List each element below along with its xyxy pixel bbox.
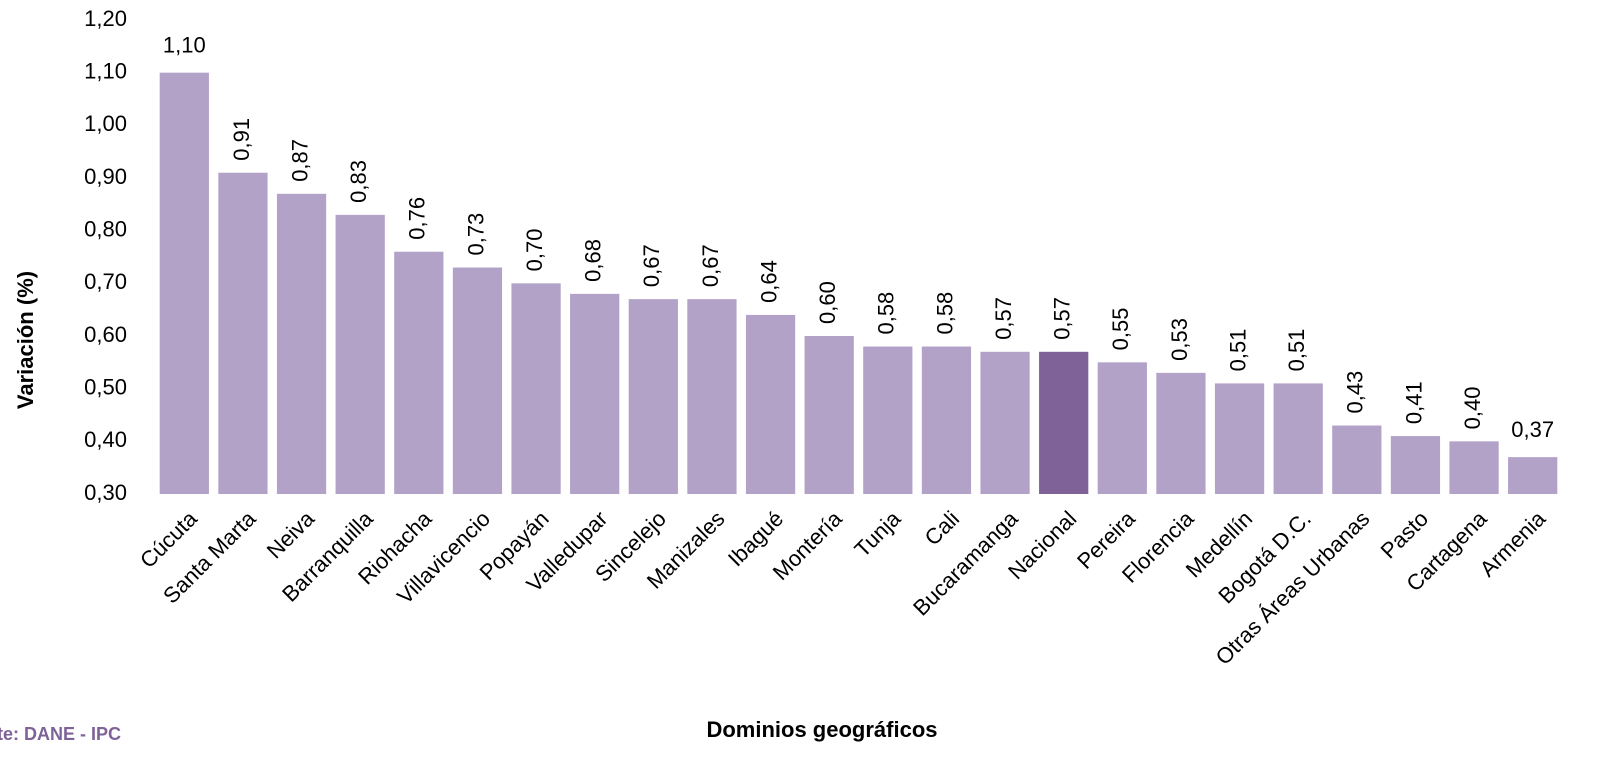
x-tick-label: Armenia — [1475, 505, 1551, 581]
bar — [570, 293, 620, 494]
bar — [1039, 351, 1089, 494]
y-tick-label: 0,30 — [84, 480, 127, 505]
value-label: 0,68 — [581, 239, 606, 282]
value-label: 0,64 — [756, 260, 781, 303]
bar — [218, 172, 268, 494]
y-tick-label: 1,20 — [84, 6, 127, 31]
bar — [804, 336, 854, 494]
x-tick-label: Tunja — [849, 505, 906, 562]
value-label: 0,70 — [522, 229, 547, 272]
y-axis-title: Variación (%) — [13, 271, 38, 409]
value-label: 0,67 — [698, 244, 723, 287]
bar — [1390, 436, 1441, 494]
value-label: 1,10 — [163, 32, 206, 57]
bar — [1273, 383, 1323, 494]
source-note: Fuente: DANE - IPC — [0, 724, 121, 744]
bar — [452, 267, 503, 494]
value-label: 0,51 — [1284, 329, 1309, 372]
value-label: 0,53 — [1167, 318, 1192, 361]
bar — [628, 299, 678, 494]
value-label: 0,58 — [932, 292, 957, 335]
y-tick-label: 0,50 — [84, 374, 127, 399]
bar — [159, 72, 209, 495]
bar — [1508, 457, 1558, 494]
y-tick-label: 0,90 — [84, 164, 127, 189]
bar — [1449, 441, 1499, 494]
value-label: 0,76 — [405, 197, 430, 240]
value-label: 0,91 — [229, 118, 254, 161]
y-tick-label: 1,00 — [84, 111, 127, 136]
bar — [276, 193, 327, 495]
bar — [394, 251, 444, 494]
value-label: 0,73 — [463, 213, 488, 256]
bar — [1332, 425, 1382, 494]
value-label: 0,51 — [1225, 329, 1250, 372]
value-label: 0,40 — [1460, 387, 1485, 430]
value-label: 0,87 — [287, 139, 312, 182]
bar — [921, 346, 972, 494]
value-label: 0,43 — [1343, 371, 1368, 414]
y-tick-label: 1,10 — [84, 58, 127, 83]
value-label: 0,58 — [874, 292, 899, 335]
y-tick-label: 0,60 — [84, 322, 127, 347]
y-tick-label: 0,80 — [84, 216, 127, 241]
value-label: 0,55 — [1108, 308, 1133, 351]
y-tick-label: 0,40 — [84, 427, 127, 452]
value-label: 0,37 — [1511, 417, 1554, 442]
bar — [1156, 372, 1206, 494]
bar — [1214, 383, 1265, 494]
value-label: 0,57 — [1050, 297, 1075, 340]
value-label: 0,57 — [991, 297, 1016, 340]
bar — [511, 283, 561, 494]
bar — [1097, 362, 1147, 494]
bar — [335, 214, 385, 494]
bar — [863, 346, 913, 494]
x-axis-title: Dominios geográficos — [706, 717, 937, 742]
bar — [687, 299, 737, 494]
value-label: 0,41 — [1401, 381, 1426, 424]
bar — [745, 314, 796, 494]
value-label: 0,83 — [346, 160, 371, 203]
value-label: 0,67 — [639, 244, 664, 287]
bar — [980, 351, 1030, 494]
x-tick-label: Cali — [920, 506, 964, 550]
value-label: 0,60 — [815, 281, 840, 324]
y-tick-label: 0,70 — [84, 269, 127, 294]
